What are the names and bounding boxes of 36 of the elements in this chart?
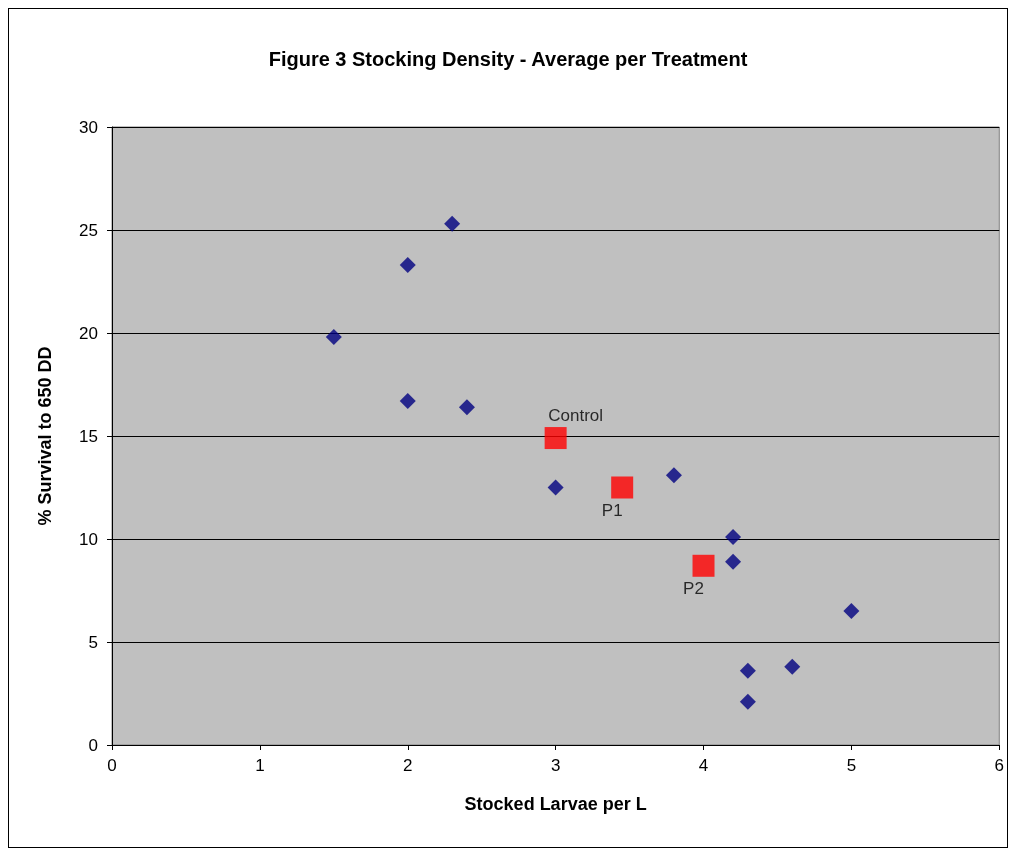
point xyxy=(725,553,742,570)
point xyxy=(399,257,416,274)
point xyxy=(739,662,756,679)
y-tick-label: 15 xyxy=(79,426,98,446)
y-tick-label: 30 xyxy=(79,117,98,137)
annotation: Control xyxy=(548,406,604,426)
point xyxy=(458,399,475,416)
x-tick-label: 6 xyxy=(994,756,1005,775)
x-tick-label: 2 xyxy=(403,756,413,775)
point xyxy=(843,603,860,620)
x-tick-label: 1 xyxy=(255,756,265,775)
point xyxy=(547,479,564,496)
x-tick-label: 0 xyxy=(107,756,117,775)
annotation: P1 xyxy=(601,500,623,520)
y-tick-label: 5 xyxy=(88,632,98,652)
point xyxy=(544,427,567,450)
y-tick-label: 0 xyxy=(88,735,98,755)
y-axis-title: % Survival to 650 DD xyxy=(35,346,55,526)
point xyxy=(692,554,715,577)
x-tick-label: 3 xyxy=(550,756,561,775)
y-tick-label: 25 xyxy=(79,220,98,240)
x-tick-label: 4 xyxy=(698,756,709,775)
y-tick-label: 10 xyxy=(79,529,98,549)
point xyxy=(665,467,682,484)
point xyxy=(739,693,756,710)
point xyxy=(399,392,416,409)
y-tick-label: 20 xyxy=(79,323,98,343)
point xyxy=(784,658,801,675)
point xyxy=(611,476,634,499)
chart-title: Figure 3 Stocking Density - Average per Treatment xyxy=(268,48,748,70)
x-axis-title: Stocked Larvae per L xyxy=(464,794,647,814)
point xyxy=(325,329,342,346)
x-tick-label: 5 xyxy=(846,756,857,775)
annotation: P2 xyxy=(683,578,704,598)
point xyxy=(725,528,742,545)
point xyxy=(444,215,461,232)
